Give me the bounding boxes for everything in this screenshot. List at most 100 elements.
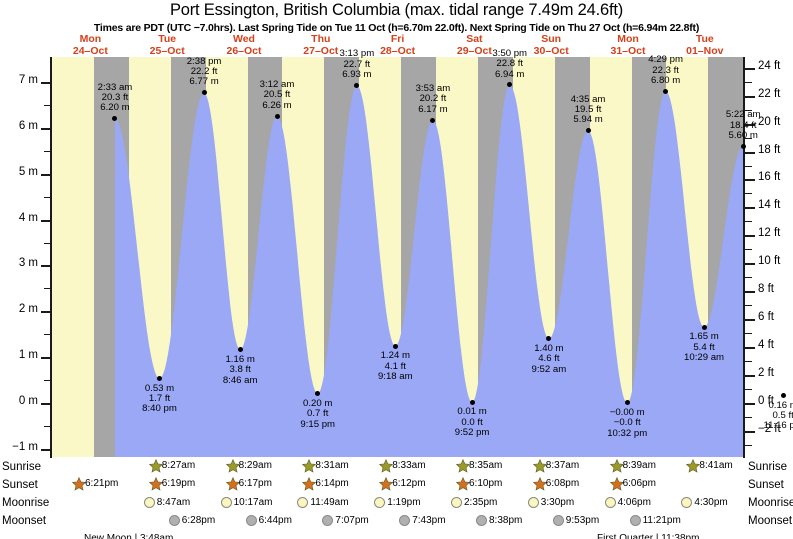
tide-dot-2 — [201, 90, 207, 96]
right-axis-label-10: 10 ft — [758, 255, 781, 268]
star-icon — [609, 459, 624, 473]
tide-label-16: 5:22 am 18.4 ft 5.60 m — [726, 109, 761, 141]
left-tick-7 — [41, 82, 51, 85]
tide-m-6: 6.93 m — [342, 69, 372, 80]
right-axis-label-20: 20 ft — [758, 115, 781, 128]
tide-m-12: 5.94 m — [573, 114, 603, 126]
tide-m-5: 0.20 m — [303, 397, 333, 409]
left-axis-label-2: 2 m — [18, 303, 38, 316]
moonrise-time-7: 4:30pm — [694, 497, 728, 508]
day-header-5: Sat 29–Oct — [434, 33, 514, 57]
tide-m-2: 6.77 m — [189, 76, 219, 88]
moonset-time-4: 8:38pm — [489, 515, 523, 526]
tide-time-12: 4:35 am — [570, 93, 606, 105]
moonset-time-6: 11:21pm — [642, 515, 681, 526]
day-header-date-0: 24–Oct — [72, 44, 108, 57]
right-axis-label-6: 6 ft — [758, 311, 774, 324]
left-minor-tick-5 — [44, 334, 51, 336]
right-minor-tick-4 — [745, 193, 752, 195]
tide-time-15: 10:29 am — [684, 352, 725, 364]
tide-label-1: 0.53 m 1.7 ft 8:40 pm — [142, 383, 177, 415]
tide-label-12: 4:35 am 19.5 ft 5.94 m — [570, 93, 606, 126]
sunrise-time-4: 8:35am — [469, 460, 503, 471]
tide-time-6: 3:13 pm — [339, 48, 375, 60]
tide-ft-10: 22.8 ft — [496, 58, 524, 70]
tide-m-16: 5.60 m — [728, 129, 758, 141]
left-tick-4 — [41, 219, 51, 222]
right-tick-14 — [745, 207, 755, 210]
sunset-time-3: 6:14pm — [315, 478, 349, 489]
day-header-0: Mon 24–Oct — [50, 33, 130, 57]
sunrise-time-3: 8:33am — [392, 460, 426, 471]
tide-time-14: 4:29 pm — [648, 54, 683, 66]
right-minor-tick-12 — [745, 416, 752, 418]
sunrise-time-2: 8:31am — [315, 460, 349, 471]
day-header-dow-0: Mon — [79, 33, 102, 45]
day-header-date-2: 26–Oct — [226, 44, 262, 57]
tide-time-8: 3:53 am — [415, 83, 451, 94]
sunset-time-6: 6:08pm — [545, 478, 580, 489]
left-tick-3 — [41, 265, 51, 268]
tide-dot-5 — [315, 391, 321, 397]
day-header-2: Wed 26–Oct — [204, 33, 284, 57]
tide-label-4: 3:12 am 20.5 ft 6.26 m — [260, 79, 295, 111]
right-axis-label-18: 18 ft — [758, 143, 781, 156]
moonset-time-5: 9:53pm — [565, 515, 600, 526]
moonrise-time-1: 10:17am — [233, 497, 273, 508]
sunset-time-4: 6:12pm — [392, 478, 426, 489]
day-header-dow-2: Wed — [233, 33, 255, 45]
right-axis-label-22: 22 ft — [758, 87, 781, 100]
moonset-row-label-left: Moonset — [2, 515, 47, 527]
left-minor-tick-2 — [44, 196, 51, 198]
moonrise-icon — [297, 497, 309, 508]
moonrise-time-6: 4:06pm — [617, 497, 651, 508]
tide-time-10: 3:50 pm — [492, 47, 528, 59]
star-icon — [72, 477, 86, 491]
tide-ft-0: 20.3 ft — [101, 92, 129, 104]
right-tick-6 — [745, 319, 755, 322]
right-minor-tick-13 — [745, 444, 752, 446]
moonset-icon — [629, 515, 641, 526]
right-tick-22 — [745, 95, 755, 98]
tide-dot-4 — [274, 113, 280, 119]
right-axis-label-24: 24 ft — [758, 59, 781, 72]
left-axis-label-4: 4 m — [18, 211, 38, 224]
day-header-date-7: 31–Oct — [610, 44, 646, 57]
right-axis-label--2: −2 ft — [758, 422, 781, 435]
tide-dot-7 — [392, 343, 398, 349]
moonset-icon — [168, 515, 180, 526]
tide-ft-5: 0.7 ft — [307, 408, 329, 420]
right-minor-tick-7 — [745, 277, 752, 279]
left-axis-label-3: 3 m — [18, 257, 38, 270]
tide-ft-15: 5.4 ft — [693, 341, 715, 353]
tide-ft-2: 22.2 ft — [190, 65, 218, 77]
tide-dot-0 — [112, 116, 118, 122]
tide-m-15: 1.65 m — [689, 331, 719, 343]
right-minor-tick-9 — [745, 333, 752, 335]
tide-ft-3: 3.8 ft — [229, 364, 251, 376]
tide-m-7: 1.24 m — [380, 350, 410, 362]
tide-ft-7: 4.1 ft — [384, 360, 406, 372]
day-header-date-6: 30–Oct — [533, 44, 569, 57]
moonrise-icon — [143, 497, 155, 508]
tide-label-2: 2:38 pm 22.2 ft 6.77 m — [187, 56, 222, 88]
tide-water-curve — [115, 84, 743, 457]
left-minor-tick-3 — [44, 242, 51, 244]
day-header-7: Mon 31–Oct — [588, 33, 668, 57]
star-icon — [148, 477, 163, 491]
right-tick-0 — [745, 402, 755, 405]
moonrise-icon — [374, 497, 386, 508]
star-icon — [379, 459, 394, 473]
right-minor-tick-3 — [745, 165, 752, 167]
moonrise-icon — [681, 497, 693, 508]
tide-label-13: −0.00 m −0.0 ft 10:32 pm — [607, 407, 647, 439]
star-icon — [379, 477, 394, 491]
tide-dot-6 — [354, 82, 360, 88]
moon-phase-0: New Moon | 3:48am — [84, 533, 174, 539]
right-tick-8 — [745, 291, 755, 294]
sunrise-time-0: 8:27am — [161, 460, 196, 471]
tide-time-5: 9:15 pm — [300, 418, 336, 430]
sunrise-time-5: 8:37am — [545, 460, 580, 471]
tide-dot-17 — [780, 393, 786, 399]
